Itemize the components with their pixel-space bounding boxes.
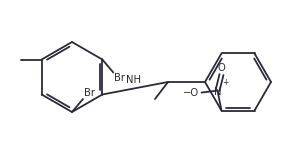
Text: Br: Br xyxy=(84,88,95,98)
Text: N: N xyxy=(214,87,221,97)
Text: −O: −O xyxy=(183,88,200,98)
Text: +: + xyxy=(222,78,229,87)
Text: NH: NH xyxy=(126,75,141,85)
Text: O: O xyxy=(218,63,226,73)
Text: Br: Br xyxy=(114,73,125,83)
